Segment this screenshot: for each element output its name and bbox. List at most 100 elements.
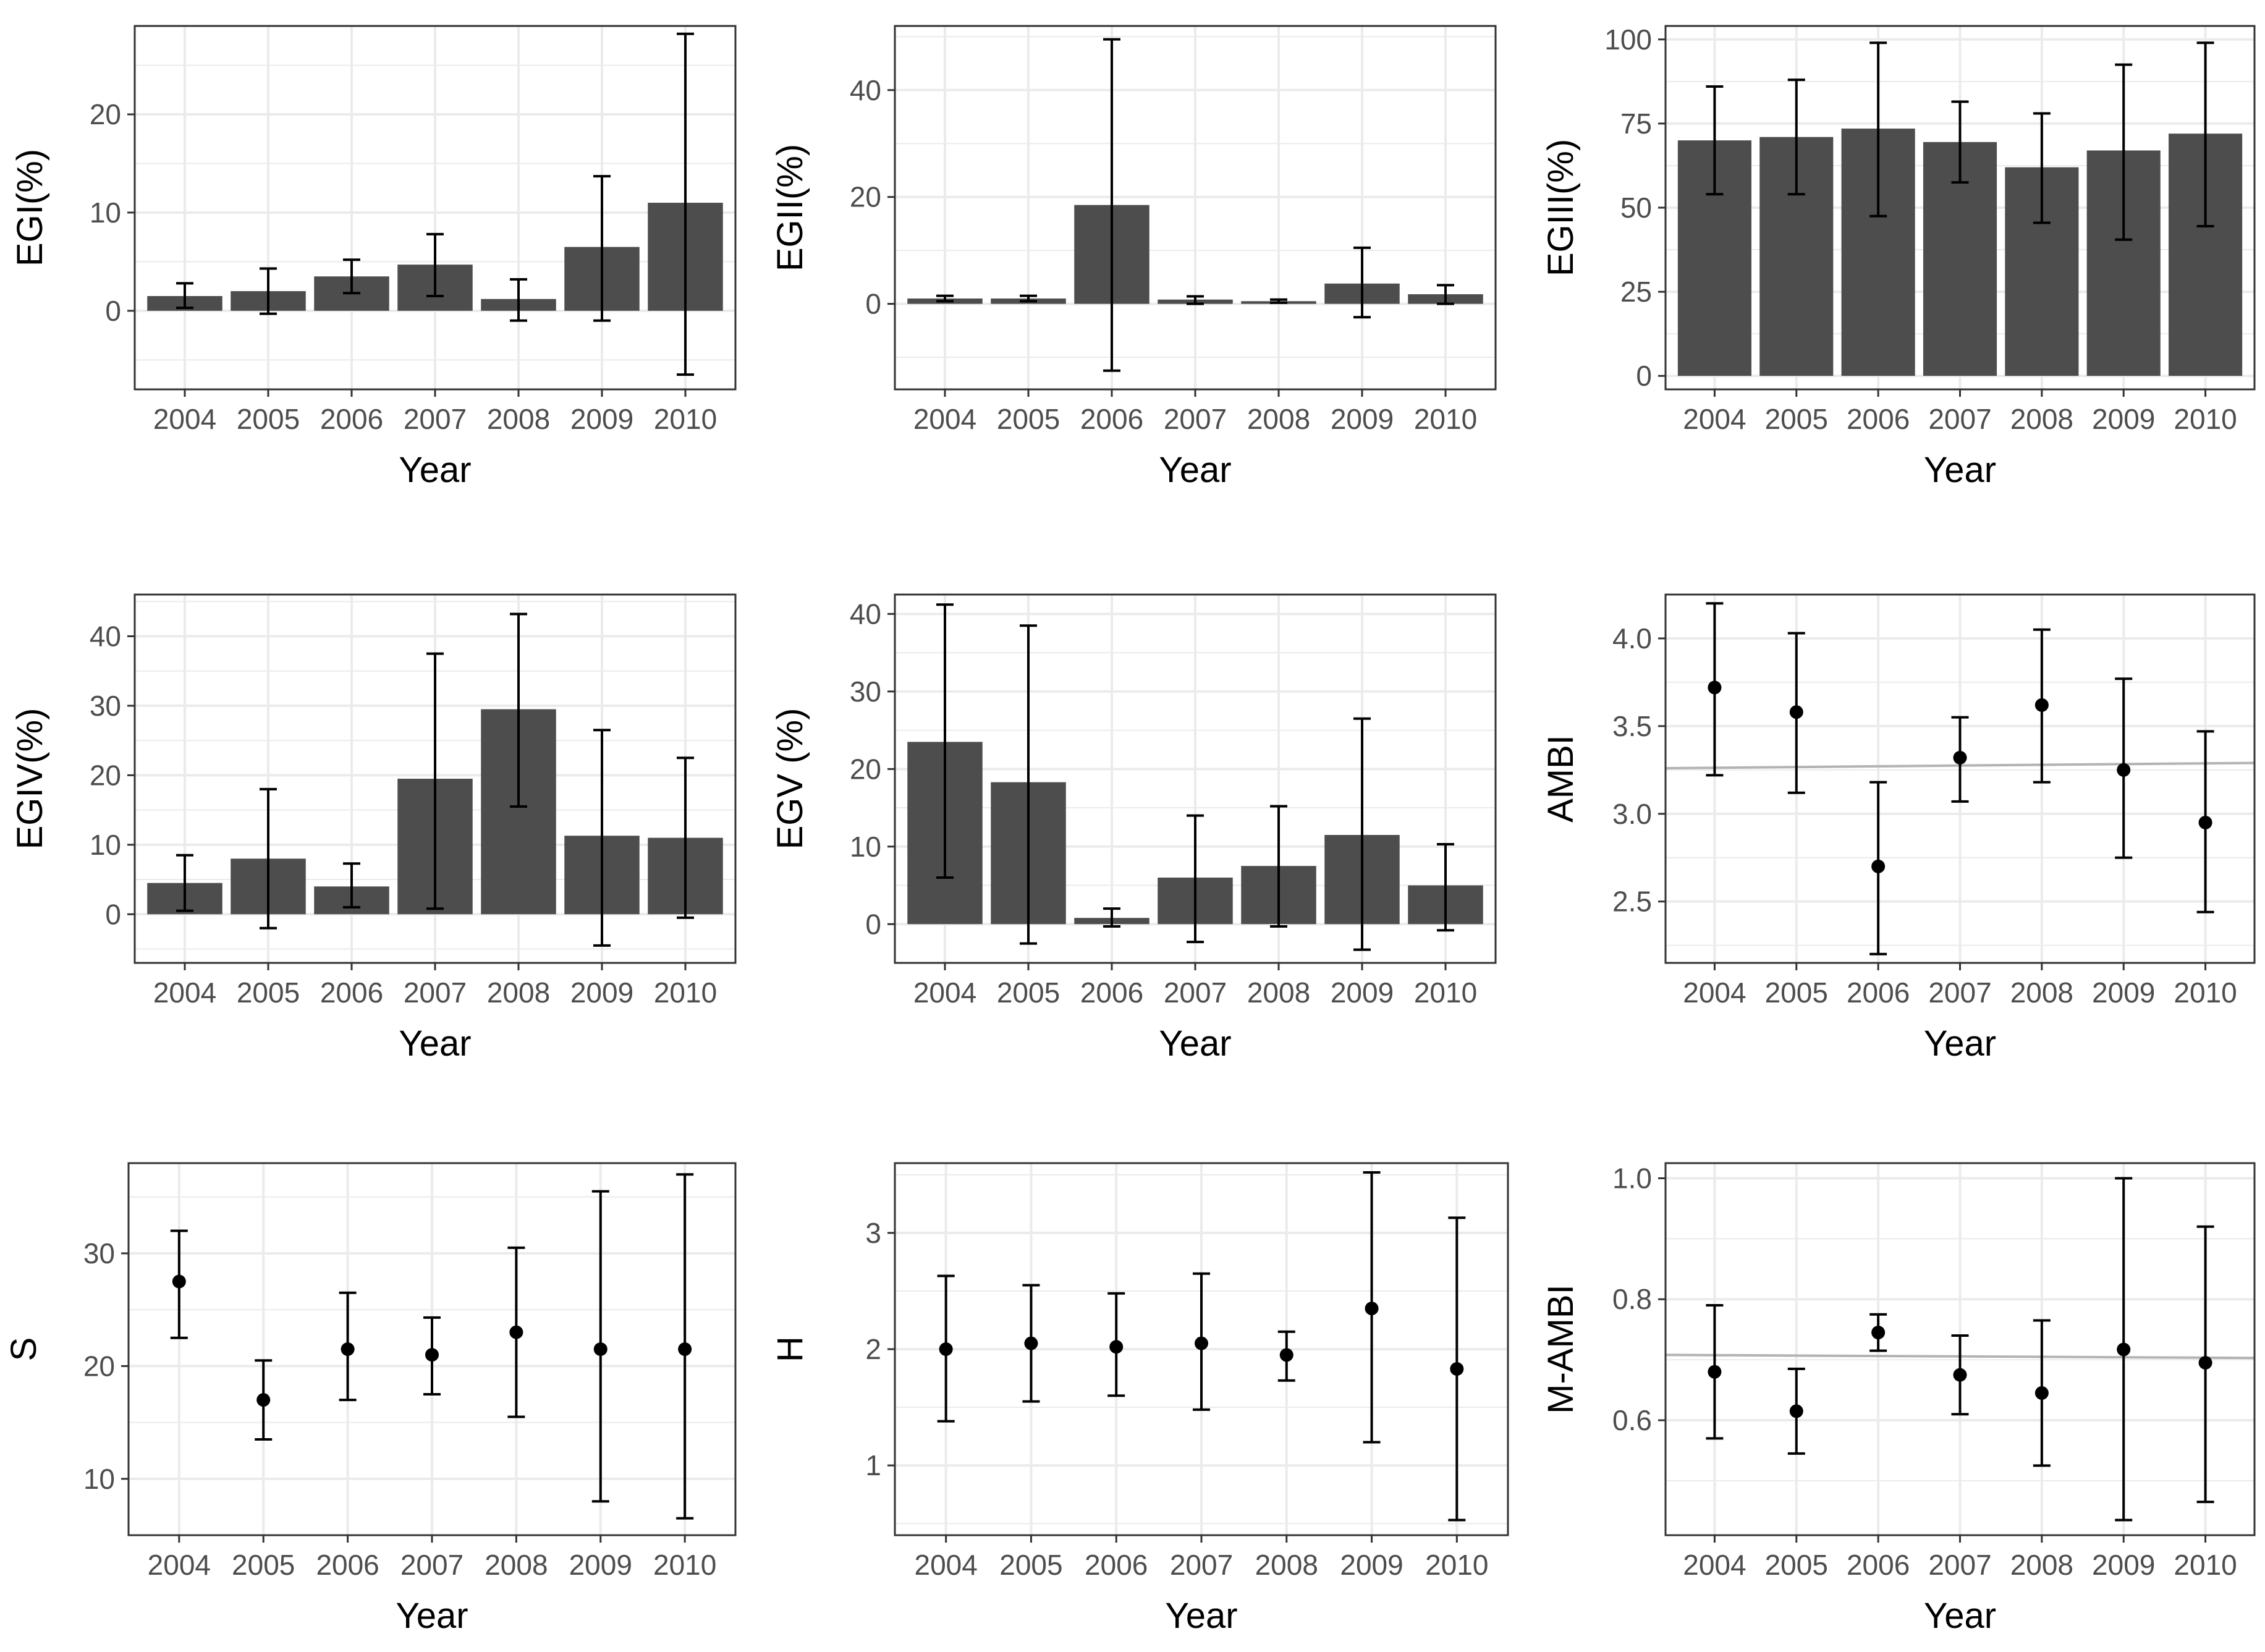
x-tick-label: 2005 xyxy=(999,1549,1062,1581)
error-bar-2004 xyxy=(936,603,954,879)
x-tick-label: 2009 xyxy=(2092,403,2155,435)
x-tick-label: 2010 xyxy=(1425,1549,1488,1581)
error-bar-2008 xyxy=(1270,298,1287,304)
point-2006 xyxy=(1109,1340,1124,1354)
x-tick-label: 2008 xyxy=(2010,976,2073,1009)
y-axis-title: AMBI xyxy=(1541,735,1581,823)
point-2006 xyxy=(341,1342,355,1356)
error-bar-2010 xyxy=(677,32,694,376)
y-tick-label: 1 xyxy=(865,1449,881,1481)
point-2009 xyxy=(593,1342,608,1356)
point-2006 xyxy=(1871,1326,1886,1340)
y-tick-label: 100 xyxy=(1604,23,1652,56)
point-2005 xyxy=(1024,1336,1038,1350)
x-tick-label: 2010 xyxy=(1414,976,1477,1009)
point-2007 xyxy=(1953,1368,1967,1382)
y-axis-title: EGIV(%) xyxy=(10,708,50,850)
error-bar-2006 xyxy=(1103,907,1120,928)
error-bar-2005 xyxy=(1020,294,1037,303)
x-tick-label: 2007 xyxy=(400,1549,464,1581)
x-tick-label: 2004 xyxy=(1683,1549,1746,1581)
error-bar-2006 xyxy=(1869,41,1887,218)
y-tick-label: 30 xyxy=(83,1237,115,1269)
x-tick-label: 2004 xyxy=(153,403,216,435)
point-2005 xyxy=(256,1393,271,1407)
x-tick-label: 2006 xyxy=(1080,976,1143,1009)
point-2008 xyxy=(1279,1348,1293,1362)
x-tick-label: 2004 xyxy=(148,1549,211,1581)
x-tick-label: 2010 xyxy=(2174,976,2237,1009)
x-tick-label: 2006 xyxy=(316,1549,379,1581)
x-tick-label: 2009 xyxy=(570,403,633,435)
x-tick-label: 2007 xyxy=(1928,403,1991,435)
error-bar-2005 xyxy=(260,267,277,315)
chart-panel-8: 1 2 3 2004 2005 2006 2007 2008 2009 2010 Year H xyxy=(770,1162,1509,1636)
point-2005 xyxy=(1789,1404,1803,1418)
error-bar-2007 xyxy=(1187,814,1204,944)
y-tick-label: 3.0 xyxy=(1612,798,1652,830)
y-tick-label: 20 xyxy=(90,98,121,130)
x-tick-label: 2006 xyxy=(320,403,383,435)
point-2007 xyxy=(1953,750,1967,765)
point-2008 xyxy=(2034,1386,2049,1400)
y-tick-label: 40 xyxy=(850,598,881,630)
chart-panel-4: 0 10 20 30 40 2004 2005 2006 2007 2008 2009 2010 Yea… xyxy=(10,593,737,1064)
point-2004 xyxy=(1708,1365,1722,1379)
x-tick-label: 2009 xyxy=(1331,976,1394,1009)
x-axis-title: Year xyxy=(1924,1596,1996,1636)
chart-panel-3: 0 25 50 75 100 2004 2005 2006 2007 2008 2009 2010 Ye… xyxy=(1541,23,2256,490)
x-tick-label: 2010 xyxy=(2174,403,2237,435)
error-bar-2004 xyxy=(176,854,193,912)
error-bar-2008 xyxy=(2033,112,2051,224)
y-tick-label: 10 xyxy=(83,1463,115,1495)
y-tick-label: 20 xyxy=(90,759,121,791)
error-bar-2005 xyxy=(1787,78,1805,196)
x-tick-label: 2004 xyxy=(914,1549,977,1581)
error-bar-2007 xyxy=(426,652,444,910)
x-tick-label: 2008 xyxy=(2010,403,2073,435)
y-tick-label: 20 xyxy=(850,181,881,213)
point-2004 xyxy=(172,1274,186,1289)
error-bar-2008 xyxy=(510,612,527,808)
x-tick-label: 2007 xyxy=(1164,976,1227,1009)
error-bar-2005 xyxy=(1020,624,1037,945)
error-bar-2004 xyxy=(936,294,954,303)
y-tick-label: 50 xyxy=(1620,192,1652,224)
x-tick-label: 2010 xyxy=(2174,1549,2237,1581)
point-2009 xyxy=(2117,763,2131,777)
y-tick-label: 0 xyxy=(865,908,881,940)
y-axis-title: M-AMBI xyxy=(1541,1284,1581,1413)
chart-panel-2: 0 20 40 2004 2005 2006 2007 2008 2009 2010 Year EGI… xyxy=(770,25,1497,490)
x-tick-label: 2006 xyxy=(320,976,383,1009)
y-tick-label: 2.5 xyxy=(1612,886,1652,918)
y-tick-label: 3 xyxy=(865,1217,881,1249)
point-2009 xyxy=(2117,1342,2131,1357)
x-tick-label: 2009 xyxy=(569,1549,632,1581)
x-tick-label: 2005 xyxy=(997,976,1060,1009)
y-tick-label: 40 xyxy=(850,74,881,106)
point-2004 xyxy=(939,1342,953,1356)
x-tick-label: 2009 xyxy=(570,976,633,1009)
y-tick-label: 0.8 xyxy=(1612,1283,1652,1315)
point-2010 xyxy=(678,1342,692,1356)
point-2010 xyxy=(2198,1356,2212,1370)
chart-panel-6: 2.5 3.0 3.5 4.0 2004 2005 2006 2007 2008 2009 2010… xyxy=(1541,593,2256,1064)
error-bar-2009 xyxy=(593,729,611,947)
x-tick-label: 2007 xyxy=(1928,1549,1991,1581)
point-2009 xyxy=(1365,1302,1379,1316)
point-2008 xyxy=(2034,698,2049,712)
point-2010 xyxy=(1450,1362,1464,1376)
error-bar-2006 xyxy=(343,258,360,295)
error-bar-2004 xyxy=(176,282,193,310)
x-tick-label: 2010 xyxy=(654,976,717,1009)
x-tick-label: 2010 xyxy=(654,403,717,435)
point-2005 xyxy=(1789,705,1803,719)
error-bar-2009 xyxy=(593,175,611,322)
y-tick-label: 75 xyxy=(1620,108,1652,140)
point-2006 xyxy=(1871,859,1886,873)
x-tick-label: 2008 xyxy=(1247,403,1310,435)
error-bar-2009 xyxy=(2115,63,2133,241)
x-tick-label: 2008 xyxy=(1255,1549,1318,1581)
y-tick-label: 0 xyxy=(1636,360,1652,392)
y-axis-title: EGI(%) xyxy=(10,149,50,266)
